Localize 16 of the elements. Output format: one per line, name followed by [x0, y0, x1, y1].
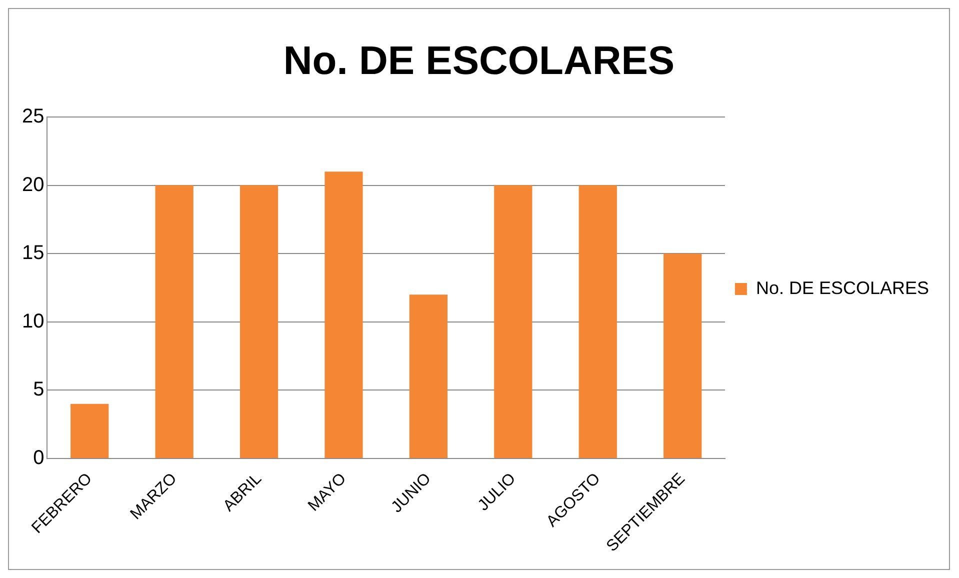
y-tick-label: 5 — [33, 378, 44, 401]
y-tick-label: 25 — [22, 106, 44, 128]
legend-label: No. DE ESCOLARES — [756, 278, 930, 298]
bar — [494, 185, 532, 458]
bar — [70, 404, 109, 458]
bar — [578, 185, 617, 458]
y-tick-label: 20 — [22, 174, 44, 196]
y-tick-label: 10 — [22, 310, 44, 332]
bar — [409, 294, 448, 458]
bar — [240, 185, 278, 458]
bar — [324, 172, 363, 458]
bar — [664, 254, 702, 458]
y-tick-label: 0 — [33, 447, 44, 470]
bar — [155, 185, 194, 458]
y-tick-label: 15 — [22, 242, 44, 264]
chart-title: No. DE ESCOLARES — [283, 39, 675, 84]
